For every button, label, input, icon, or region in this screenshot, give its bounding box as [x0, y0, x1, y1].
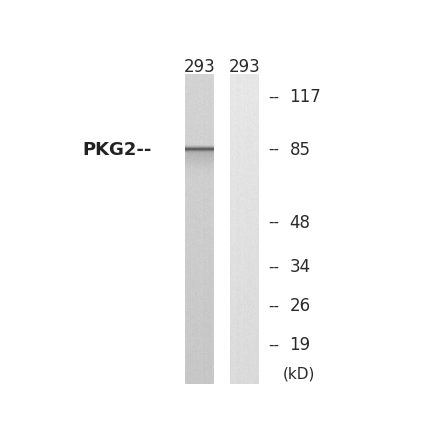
- Text: 48: 48: [290, 214, 311, 232]
- Text: 34: 34: [290, 258, 311, 276]
- Text: --: --: [268, 337, 279, 352]
- Text: --: --: [268, 259, 279, 274]
- Text: 26: 26: [290, 297, 311, 315]
- Text: 117: 117: [290, 88, 321, 106]
- Text: --: --: [268, 142, 279, 157]
- Text: 19: 19: [290, 336, 311, 354]
- Text: --: --: [268, 299, 279, 314]
- Text: 293: 293: [184, 57, 216, 75]
- Text: 293: 293: [228, 57, 260, 75]
- Text: PKG2--: PKG2--: [83, 141, 152, 159]
- Text: 85: 85: [290, 141, 311, 159]
- Text: --: --: [268, 215, 279, 230]
- Text: --: --: [268, 90, 279, 105]
- Text: (kD): (kD): [283, 366, 315, 381]
